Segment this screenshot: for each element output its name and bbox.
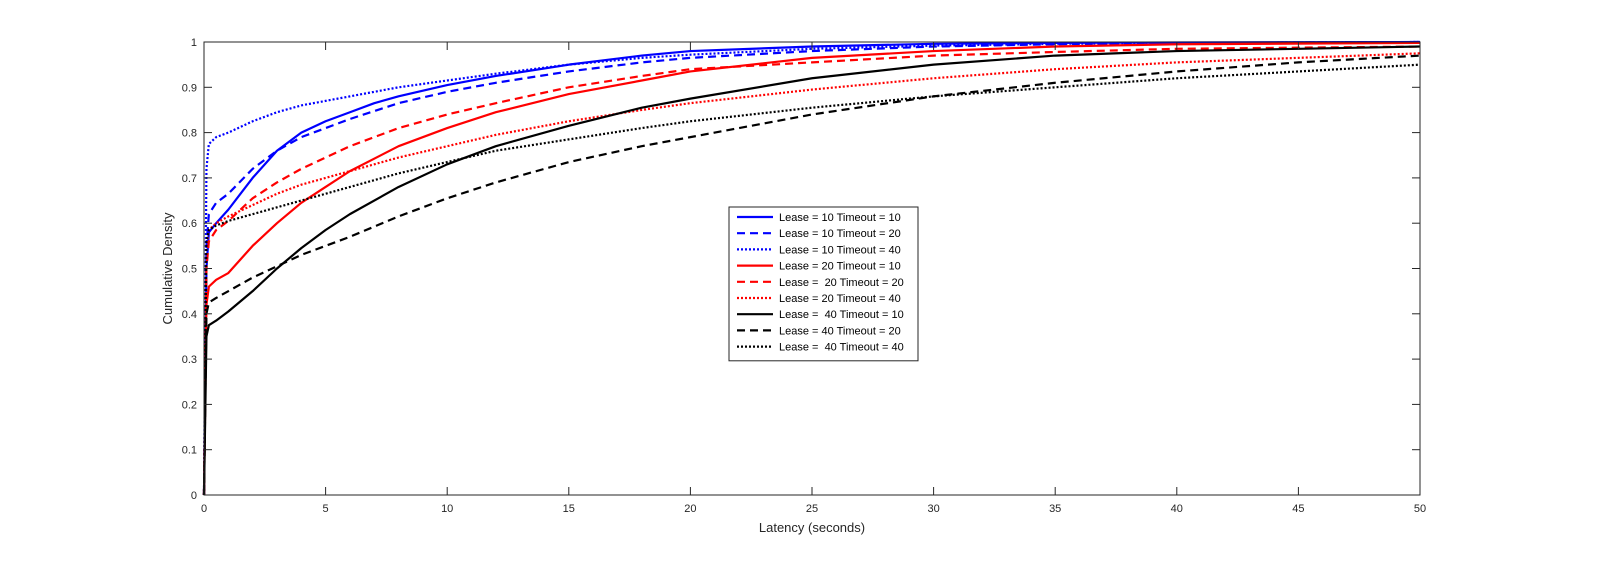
series-line-5 bbox=[202, 45, 1421, 496]
y-tick-label: 0.9 bbox=[182, 82, 197, 94]
y-tick-label: 0.3 bbox=[182, 354, 197, 366]
series-line-1 bbox=[202, 40, 1421, 496]
legend-label-9: Lease = 40 Timeout = 40 bbox=[779, 342, 904, 354]
x-tick-label: 40 bbox=[1171, 503, 1183, 515]
series-layer bbox=[202, 40, 1421, 496]
legend-label-1: Lease = 10 Timeout = 10 bbox=[779, 212, 901, 224]
y-tick-label: 0 bbox=[191, 490, 197, 502]
series-line-7 bbox=[202, 45, 1421, 496]
x-axis-title: Latency (seconds) bbox=[759, 520, 865, 535]
x-tick-label: 30 bbox=[927, 503, 939, 515]
x-tick-label: 5 bbox=[323, 503, 329, 515]
x-tick-label: 10 bbox=[441, 503, 453, 515]
x-tick-label: 50 bbox=[1414, 503, 1426, 515]
y-tick-label: 0.7 bbox=[182, 173, 197, 185]
y-tick-label: 0.8 bbox=[182, 128, 197, 140]
y-axis-title: Cumulative Density bbox=[160, 212, 175, 324]
y-tick-label: 0.4 bbox=[182, 309, 197, 321]
x-tick-label: 35 bbox=[1049, 503, 1061, 515]
series-line-3 bbox=[202, 40, 1421, 496]
x-tick-label: 0 bbox=[201, 503, 207, 515]
series-line-2 bbox=[202, 40, 1421, 496]
legend: Lease = 10 Timeout = 10 Lease = 10 Timeou… bbox=[728, 206, 919, 362]
series-line-9 bbox=[202, 63, 1421, 496]
x-tick-label: 20 bbox=[684, 503, 696, 515]
series-line-4 bbox=[202, 41, 1421, 496]
legend-label-5: Lease = 20 Timeout = 20 bbox=[779, 277, 904, 289]
legend-label-8: Lease = 40 Timeout = 20 bbox=[779, 325, 901, 337]
y-tick-label: 1 bbox=[191, 37, 197, 49]
legend-box bbox=[728, 206, 919, 362]
legend-label-2: Lease = 10 Timeout = 20 bbox=[779, 228, 901, 240]
series-line-6 bbox=[202, 52, 1421, 496]
y-tick-label: 0.5 bbox=[182, 264, 197, 276]
legend-label-4: Lease = 20 Timeout = 10 bbox=[779, 261, 901, 273]
legend-label-7: Lease = 40 Timeout = 10 bbox=[779, 309, 904, 321]
y-tick-label: 0.2 bbox=[182, 399, 197, 411]
ticks-layer: 0 5 10 15 20 25 30 35 40 45 50 0 0.1 0.2 0.3 0.4 0.5 0.6 0… bbox=[182, 37, 1426, 515]
x-tick-label: 15 bbox=[563, 503, 575, 515]
y-tick-label: 0.1 bbox=[182, 445, 197, 457]
x-tick-label: 25 bbox=[806, 503, 818, 515]
y-tick-label: 0.6 bbox=[182, 218, 197, 230]
legend-label-6: Lease = 20 Timeout = 40 bbox=[779, 293, 901, 305]
series-line-8 bbox=[202, 54, 1421, 496]
legend-label-3: Lease = 10 Timeout = 40 bbox=[779, 244, 901, 256]
x-tick-label: 45 bbox=[1292, 503, 1304, 515]
